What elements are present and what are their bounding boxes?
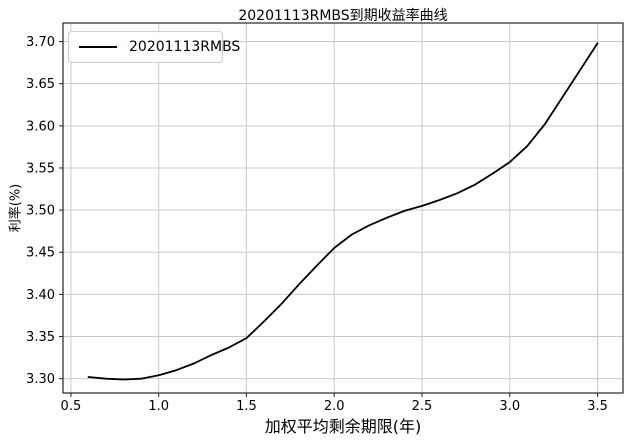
x-tick-label: 3.5 (587, 399, 608, 414)
chart-title: 20201113RMBS到期收益率曲线 (238, 8, 448, 24)
legend-label: 20201113RMBS (129, 39, 241, 55)
y-tick-label: 3.65 (26, 77, 55, 92)
x-tick-label: 1.5 (236, 399, 257, 414)
x-tick-label: 1.0 (148, 399, 169, 414)
y-tick-label: 3.40 (26, 288, 55, 303)
y-tick-label: 3.60 (26, 119, 55, 134)
y-tick-label: 3.70 (26, 35, 55, 50)
x-tick-label: 2.5 (412, 399, 433, 414)
x-tick-label: 0.5 (61, 399, 82, 414)
x-tick-label: 2.0 (324, 399, 345, 414)
y-tick-label: 3.50 (26, 204, 55, 219)
y-tick-label: 3.45 (26, 246, 55, 261)
series-line (87, 42, 599, 381)
x-axis-label: 加权平均剩余期限(年) (264, 417, 422, 436)
y-tick-label: 3.35 (26, 330, 55, 345)
legend-line-sample (79, 46, 117, 48)
y-axis-label: 利率(%) (8, 183, 24, 233)
legend: 20201113RMBS (68, 31, 240, 63)
plot-border (62, 22, 624, 394)
y-tick-label: 3.30 (26, 372, 55, 387)
x-tick-label: 3.0 (499, 399, 520, 414)
y-tick-label: 3.55 (26, 161, 55, 176)
